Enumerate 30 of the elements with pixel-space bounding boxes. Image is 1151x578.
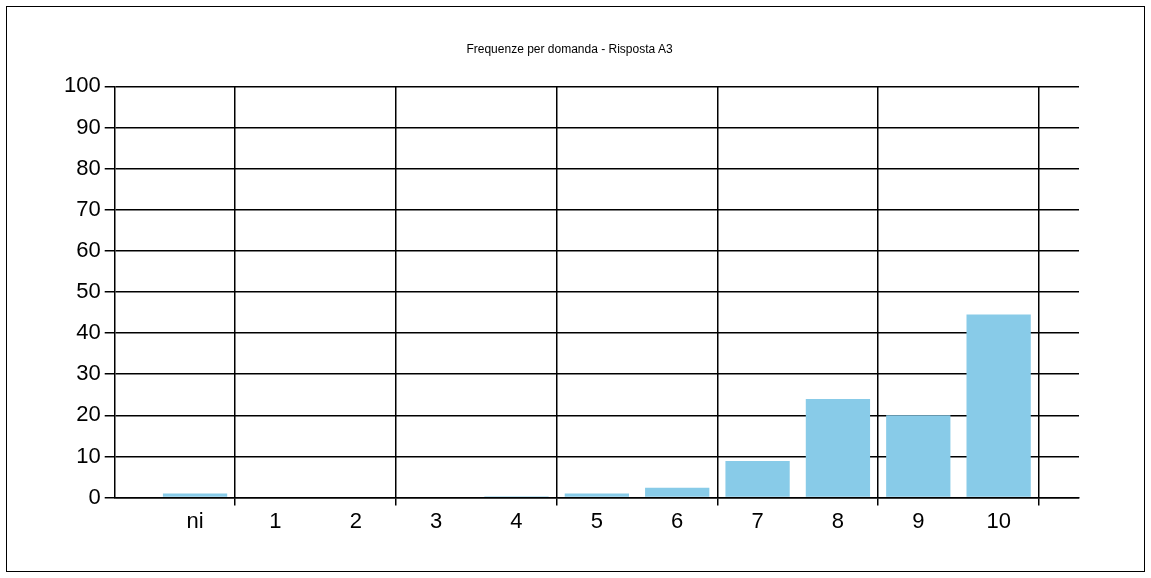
y-tick-label: 90 (76, 113, 101, 139)
x-tick-label: 9 (912, 507, 925, 533)
y-tick-label: 10 (76, 442, 101, 468)
x-tick-label: 3 (430, 507, 443, 533)
y-tick-label: 60 (76, 236, 101, 262)
bar (886, 415, 951, 497)
y-tick-label: 0 (88, 483, 101, 509)
x-tick-label: 1 (269, 507, 282, 533)
y-tick-label: 100 (63, 72, 101, 98)
bar (725, 461, 790, 497)
x-tick-label: 10 (986, 507, 1011, 533)
bar (966, 314, 1031, 497)
bar (645, 487, 710, 497)
y-tick-label: 40 (76, 319, 101, 345)
y-tick-label: 70 (76, 195, 101, 221)
x-tick-label: 2 (349, 507, 362, 533)
x-tick-label: 4 (510, 507, 523, 533)
x-tick-label: ni (186, 507, 204, 533)
bar (805, 398, 871, 497)
bar (162, 493, 228, 497)
y-tick-label: 80 (76, 154, 101, 180)
y-tick-label: 30 (76, 360, 101, 386)
x-tick-label: 8 (831, 507, 845, 533)
x-tick-label: 5 (590, 507, 603, 533)
chart-title: Frequenze per domanda - Risposta A3 (466, 41, 673, 56)
x-tick-label: 6 (671, 507, 684, 533)
y-tick-label: 20 (76, 401, 101, 427)
bar (564, 493, 629, 497)
y-tick-label: 50 (76, 278, 101, 304)
x-tick-label: 7 (751, 507, 764, 533)
